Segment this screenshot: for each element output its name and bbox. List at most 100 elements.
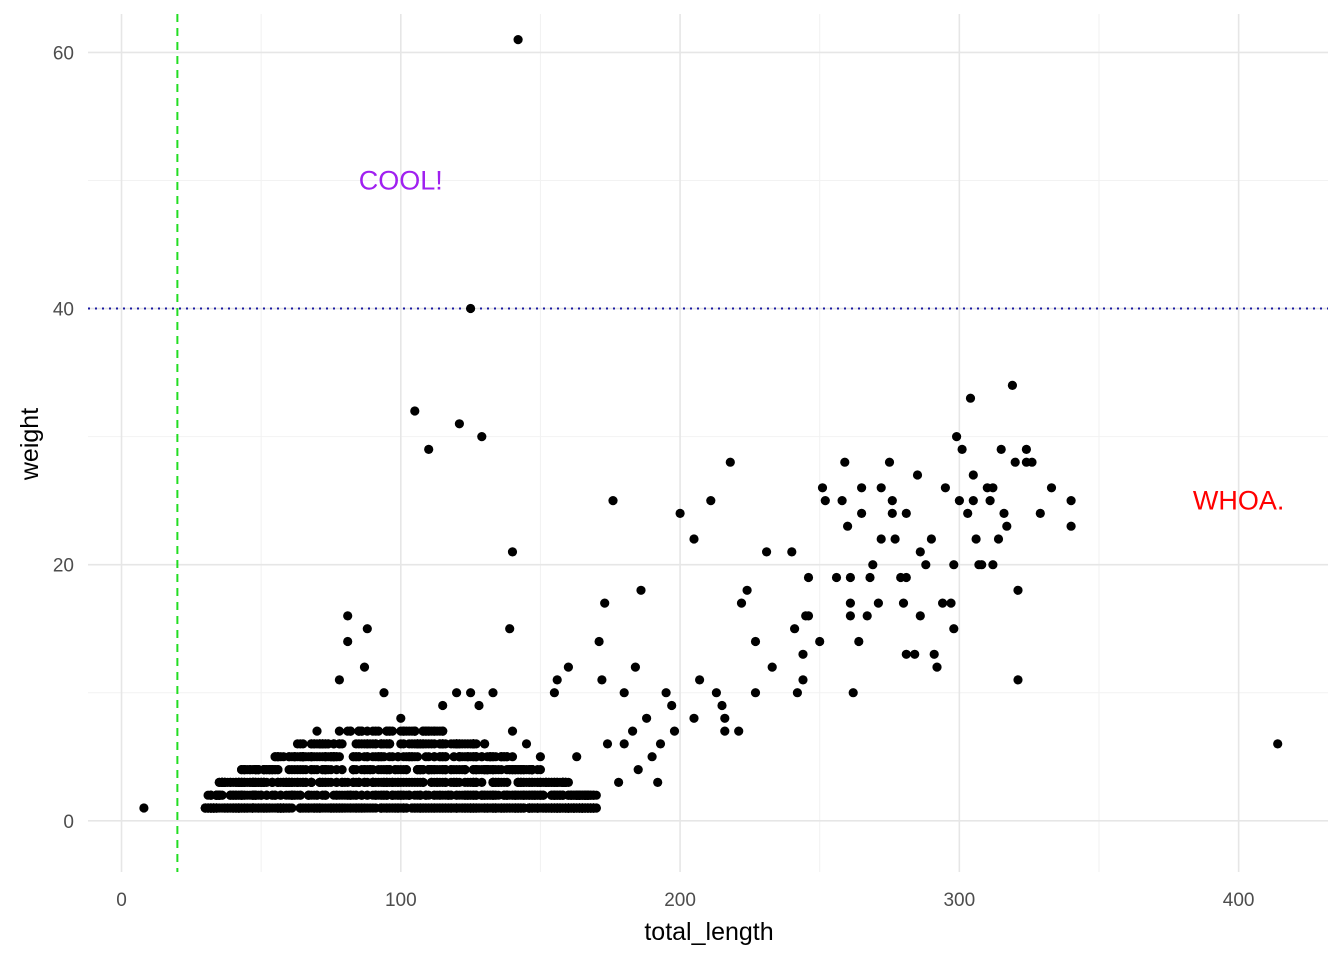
scatter-point: [362, 739, 372, 749]
scatter-point: [287, 765, 297, 775]
scatter-point: [301, 777, 311, 788]
scatter-point: [298, 752, 308, 762]
scatter-point: [600, 598, 610, 608]
scatter-point: [720, 726, 730, 736]
scatter-point: [831, 572, 842, 583]
scatter-point: [1013, 585, 1023, 595]
scatter-point: [535, 752, 546, 762]
scatter-point: [379, 765, 389, 775]
scatter-point: [521, 739, 532, 749]
scatter-point: [326, 752, 336, 762]
scatter-point: [435, 790, 445, 800]
scatter-point: [326, 777, 336, 788]
scatter-point: [954, 496, 965, 506]
annotation-label: COOL!: [359, 165, 443, 195]
scatter-point: [343, 726, 353, 736]
scatter-point: [608, 496, 618, 506]
scatter-point: [454, 752, 464, 762]
scatter-point: [399, 726, 409, 736]
scatter-point: [865, 572, 875, 583]
scatter-point: [669, 726, 680, 736]
scatter-point: [463, 790, 473, 800]
scatter-point: [926, 534, 937, 544]
scatter-point: [803, 572, 814, 583]
scatter-point: [507, 726, 518, 736]
scatter-point: [563, 662, 574, 672]
scatter-point: [466, 688, 476, 698]
scatter-point: [471, 752, 481, 762]
scatter-point: [337, 790, 347, 800]
scatter-point: [1010, 457, 1020, 467]
reference-lines: [88, 14, 1328, 872]
scatter-point: [424, 726, 434, 736]
scatter-point: [988, 483, 998, 493]
scatter-point: [946, 598, 956, 608]
scatter-point: [952, 432, 962, 442]
scatter-point: [734, 726, 744, 736]
scatter-point: [415, 790, 425, 800]
scatter-point: [426, 777, 437, 788]
scatter-point: [597, 675, 607, 685]
scatter-point: [320, 790, 330, 800]
scatter-point: [815, 636, 825, 647]
scatter-point: [736, 598, 747, 608]
scatter-point: [312, 726, 322, 736]
scatter-point: [354, 803, 364, 813]
scatter-point: [340, 803, 350, 813]
scatter-point: [633, 765, 643, 775]
scatter-point: [320, 739, 330, 749]
x-tick-label: 100: [385, 890, 417, 911]
data-points: [139, 35, 1283, 813]
scatter-point: [887, 508, 897, 518]
y-axis-title: weight: [16, 408, 44, 481]
scatter-point: [932, 662, 942, 672]
scatter-point: [452, 688, 462, 698]
scatter-point: [463, 752, 473, 762]
scatter-point: [393, 752, 403, 762]
scatter-point: [424, 790, 434, 800]
scatter-point: [278, 777, 289, 788]
scatter-point: [513, 35, 523, 45]
scatter-point: [854, 636, 864, 647]
scatter-point: [499, 777, 509, 788]
scatter-point: [549, 688, 560, 698]
scatter-point: [1035, 508, 1045, 518]
y-tick-label: 0: [63, 812, 74, 833]
scatter-point: [848, 688, 858, 698]
scatter-point: [653, 777, 663, 788]
y-tick-label: 40: [53, 300, 74, 321]
scatter-point: [873, 598, 884, 608]
scatter-point: [711, 688, 722, 698]
x-tick-label: 200: [664, 890, 696, 911]
x-tick-label: 0: [116, 890, 127, 911]
scatter-point: [787, 547, 797, 557]
scatter-point: [890, 534, 900, 544]
scatter-point: [530, 803, 540, 813]
scatter-point: [415, 739, 425, 749]
scatter-point: [343, 636, 353, 647]
annotations: COOL! WHOA.: [359, 165, 1285, 515]
scatter-point: [915, 547, 925, 557]
scatter-point: [868, 560, 878, 570]
scatter-point: [410, 777, 420, 788]
scatter-point: [591, 803, 601, 813]
scatter-point: [521, 790, 532, 800]
scatter-point: [988, 560, 998, 570]
scatter-point: [373, 726, 384, 736]
scatter-point: [985, 496, 995, 506]
scatter-point: [750, 636, 761, 647]
scatter-point: [1046, 483, 1057, 493]
annotation-label: WHOA.: [1193, 486, 1285, 516]
scatter-point: [1066, 496, 1076, 506]
scatter-point: [332, 803, 342, 813]
scatter-point: [502, 803, 512, 813]
scatter-point: [376, 739, 386, 749]
scatter-point: [552, 675, 562, 685]
scatter-point: [385, 739, 395, 749]
scatter-point: [695, 675, 705, 685]
scatter-point: [295, 803, 305, 813]
scatter-point: [538, 790, 548, 800]
scatter-point: [527, 777, 537, 788]
scatter-point: [424, 752, 434, 762]
